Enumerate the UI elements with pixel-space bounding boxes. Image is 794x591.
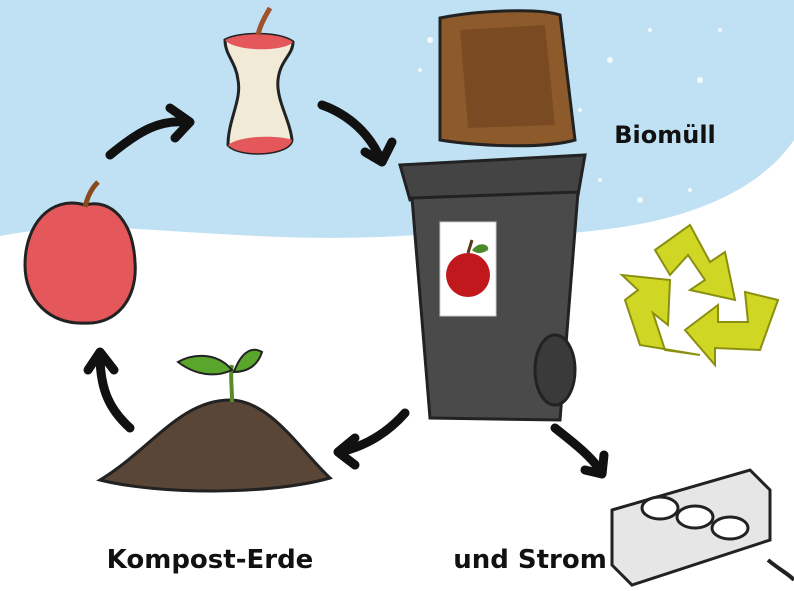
power-strip	[612, 470, 794, 585]
recycle-symbol	[622, 225, 778, 365]
label-biomuell: Biomüll	[614, 121, 716, 149]
label-kompost: Kompost-Erde	[107, 545, 314, 575]
page: Biomüll Kompost-Erde und Strom	[0, 0, 794, 591]
sky-background	[0, 0, 794, 238]
label-strom: und Strom	[453, 545, 607, 575]
illustration: Biomüll Kompost-Erde und Strom	[0, 0, 794, 591]
compost-soil	[100, 350, 330, 491]
